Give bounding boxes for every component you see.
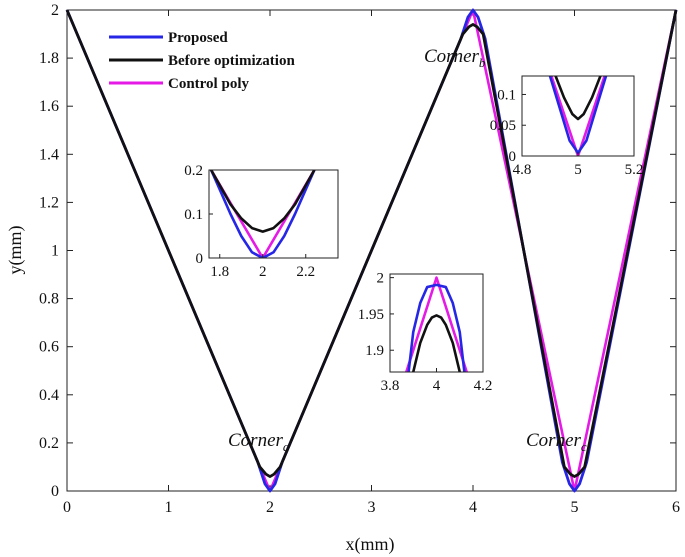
inset-background	[390, 274, 483, 372]
corner-annotation-sub: b	[479, 55, 486, 70]
y-tick-label: 0.8	[39, 291, 59, 308]
corner-annotation-a: Cornera	[228, 430, 290, 454]
inset-x-tick-label: 4.8	[513, 162, 532, 178]
x-tick-label: 1	[165, 499, 173, 516]
inset-line-proposed	[209, 170, 316, 258]
y-tick-label: 1.2	[39, 194, 59, 211]
corner-annotation-base: Corner	[228, 430, 284, 451]
inset-x-tick-label: 2	[259, 264, 267, 280]
inset-y-tick-label: 0	[196, 251, 204, 267]
inset-y-tick-label: 0	[509, 149, 517, 165]
inset-c: 4.8 5 5.2 0 0.05 0.1	[490, 75, 644, 178]
y-tick-label: 1.6	[39, 98, 59, 115]
inset-x-tick-label: 3.8	[381, 378, 400, 394]
inset-x-tick-label: 5	[574, 162, 582, 178]
legend-entry-before-optimization: Before optimization	[109, 53, 295, 69]
x-axis-label: x(mm)	[346, 534, 395, 555]
y-tick-label: 0.6	[39, 339, 59, 356]
legend-entry-proposed: Proposed	[109, 30, 228, 46]
insets: 1.8 2 2.2 0 0.1 0.2 3.8 4 4.2 1.9 1.95 2 4.8 5 5.2 0 0.0…	[184, 75, 644, 394]
inset-x-tick-label: 4	[433, 378, 441, 394]
inset-b: 3.8 4 4.2 1.9 1.95 2	[358, 271, 493, 394]
y-tick-label: 1.8	[39, 50, 59, 67]
inset-background	[209, 170, 338, 258]
x-tick-label: 4	[469, 499, 477, 516]
series-line-proposed	[65, 8, 678, 493]
x-tick-label: 2	[266, 499, 274, 516]
legend-entry-control-poly: Control poly	[109, 76, 249, 92]
inset-series	[404, 276, 469, 372]
x-tick-label: 6	[672, 499, 680, 516]
main-series	[65, 8, 678, 493]
inset-series	[209, 170, 316, 258]
inset-y-tick-label: 1.9	[365, 343, 384, 359]
inset-y-tick-label: 0.05	[490, 118, 516, 134]
inset-line-proposed	[407, 283, 466, 372]
y-tick-label: 0.4	[39, 387, 59, 404]
main-axes: 0 1 2 3 4 5 6 0 0.2 0.4 0.6 0.8 1 1.2 1.4 1.6 1.8 2	[39, 2, 680, 516]
corner-annotation-base: Corner	[526, 430, 582, 451]
y-axis-label: y(mm)	[5, 226, 26, 275]
inset-y-tick-label: 0.1	[497, 87, 516, 103]
inset-x-tick-label: 5.2	[625, 162, 644, 178]
inset-y-tick-label: 0.2	[184, 163, 203, 179]
y-tick-label: 0.2	[39, 435, 59, 452]
axis-labels: x(mm) y(mm)	[5, 226, 395, 556]
y-tick-label: 0	[51, 483, 59, 500]
x-tick-label: 0	[63, 499, 71, 516]
legend-label: Proposed	[168, 30, 228, 46]
series-line-before-optimization	[65, 9, 678, 478]
corner-annotation-sub: a	[283, 439, 290, 454]
inset-line-before-optimization	[411, 314, 462, 372]
legend-label: Control poly	[168, 76, 249, 92]
corner-annotation-c: Cornerc	[526, 430, 587, 454]
y-tick-label: 2	[51, 2, 59, 19]
legend-label: Before optimization	[168, 53, 295, 69]
inset-a: 1.8 2 2.2 0 0.1 0.2	[184, 163, 339, 280]
legend: Proposed Before optimization Control poly	[109, 30, 295, 92]
inset-line-control-poly	[404, 276, 469, 372]
x-tick-label: 5	[571, 499, 579, 516]
inset-y-tick-label: 1.95	[358, 307, 384, 323]
inset-background	[522, 76, 634, 156]
y-tick-label: 1.4	[39, 146, 59, 163]
inset-x-tick-label: 1.8	[210, 264, 229, 280]
corner-annotation-base: Corner	[424, 46, 480, 67]
corner-annotation-sub: c	[581, 439, 587, 454]
corner-annotation-b: Cornerb	[424, 46, 486, 70]
x-tick-label: 3	[368, 499, 376, 516]
y-tick-label: 1	[51, 243, 59, 260]
inset-x-tick-label: 2.2	[296, 264, 315, 280]
inset-x-tick-label: 4.2	[474, 378, 493, 394]
inset-y-tick-label: 2	[377, 271, 385, 287]
inset-line-control-poly	[550, 76, 606, 156]
inset-line-before-optimization	[209, 170, 316, 233]
inset-line-before-optimization	[554, 76, 602, 121]
inset-y-tick-label: 0.1	[184, 207, 203, 223]
